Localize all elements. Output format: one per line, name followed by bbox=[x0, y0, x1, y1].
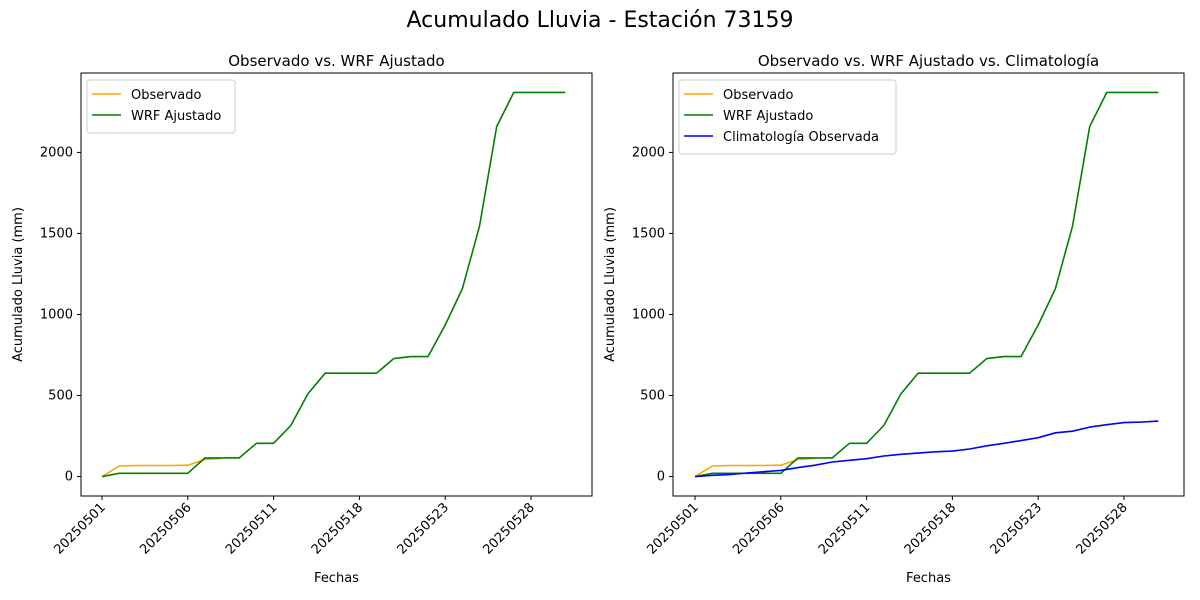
x-tick-label: 20250518 bbox=[309, 500, 366, 557]
series-line-2 bbox=[694, 91, 1159, 478]
y-tick-label: 500 bbox=[48, 389, 73, 404]
x-tick-label: 20250518 bbox=[902, 500, 959, 557]
y-axis-label: Acumulado Lluvia (mm) bbox=[603, 207, 618, 362]
plot-frame bbox=[80, 72, 593, 497]
x-axis-label: Fechas bbox=[314, 571, 359, 586]
y-tick-label: 2000 bbox=[632, 145, 665, 160]
y-tick-label: 0 bbox=[65, 470, 73, 485]
y-tick-label: 1500 bbox=[632, 226, 665, 241]
y-tick-label: 1000 bbox=[40, 307, 73, 322]
legend-label: WRF Ajustado bbox=[723, 109, 813, 124]
y-tick-label: 0 bbox=[657, 470, 665, 485]
x-tick-label: 20250511 bbox=[223, 500, 280, 557]
legend: Observado WRF Ajustado bbox=[86, 79, 236, 134]
legend-label: Climatología Observada bbox=[723, 130, 879, 145]
x-tick-label: 20250501 bbox=[644, 500, 701, 557]
figure-title: Acumulado Lluvia - Estación 73159 bbox=[406, 8, 794, 33]
x-tick-label: 20250523 bbox=[395, 500, 452, 557]
series-line-2 bbox=[101, 91, 566, 478]
legend-label: Observado bbox=[131, 88, 202, 103]
chart-panel-2: Observado vs. WRF Ajustado vs. Climatolo… bbox=[603, 52, 1185, 586]
series-line-3 bbox=[694, 420, 1159, 478]
legend-box bbox=[86, 79, 236, 134]
y-tick-label: 1500 bbox=[40, 226, 73, 241]
chart-title: Observado vs. WRF Ajustado bbox=[228, 52, 444, 70]
y-axis-label: Acumulado Lluvia (mm) bbox=[11, 207, 26, 362]
y-tick-label: 2000 bbox=[40, 145, 73, 160]
plot-frame bbox=[672, 72, 1185, 497]
chart-title: Observado vs. WRF Ajustado vs. Climatolo… bbox=[758, 52, 1099, 70]
x-axis-label: Fechas bbox=[906, 571, 951, 586]
x-tick-label: 20250506 bbox=[137, 500, 194, 557]
x-tick-label: 20250528 bbox=[1073, 500, 1130, 557]
legend: Observado WRF Ajustado Climatología Observ… bbox=[678, 79, 897, 155]
x-tick-label: 20250511 bbox=[816, 500, 873, 557]
chart-panel-1: Observado vs. WRF Ajustado 0 500 1000 1500 20… bbox=[11, 52, 593, 586]
legend-label: WRF Ajustado bbox=[131, 109, 221, 124]
legend-label: Observado bbox=[723, 88, 794, 103]
x-tick-label: 20250506 bbox=[730, 500, 787, 557]
x-tick-label: 20250501 bbox=[51, 500, 108, 557]
legend-box bbox=[678, 79, 897, 155]
x-tick-label: 20250528 bbox=[480, 500, 537, 557]
x-tick-label: 20250523 bbox=[988, 500, 1045, 557]
y-tick-label: 1000 bbox=[632, 307, 665, 322]
y-tick-label: 500 bbox=[640, 389, 665, 404]
